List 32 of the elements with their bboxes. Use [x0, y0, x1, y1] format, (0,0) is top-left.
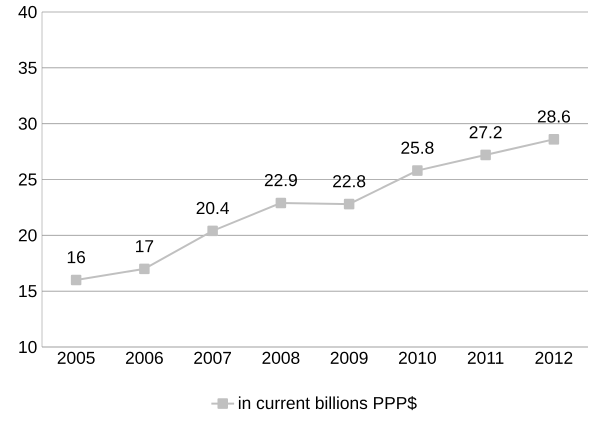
y-tick-label: 30 — [18, 118, 37, 130]
point — [344, 198, 354, 210]
x-tick-label: 2007 — [194, 352, 232, 364]
data-label: 22.8 — [333, 175, 366, 188]
x-tick-label: 2009 — [330, 352, 368, 364]
x-tick-label: 2012 — [535, 352, 572, 364]
y-tick-label: 35 — [18, 62, 37, 74]
y-tick-label: 25 — [18, 173, 37, 186]
x-tick-label: 2008 — [262, 352, 300, 364]
legend-label: in current billions PPP$ — [238, 396, 417, 410]
y-tick-label: 40 — [18, 6, 37, 18]
point — [139, 264, 150, 274]
y-tick-label: 15 — [19, 285, 37, 298]
x-tick-label: 2011 — [468, 352, 504, 364]
point — [548, 134, 560, 145]
point — [207, 226, 218, 236]
x-tick-label: 2005 — [58, 352, 95, 364]
x-tick-label: 2010 — [398, 352, 436, 364]
data-label: 16 — [68, 251, 86, 264]
x-tick-label: 2006 — [126, 352, 163, 364]
point — [412, 165, 423, 176]
data-label: 20.4 — [196, 202, 229, 214]
data-label: 25.8 — [401, 142, 434, 154]
data-label: 22.9 — [264, 174, 297, 186]
y-tick-label: 20 — [18, 229, 37, 242]
point — [70, 274, 82, 286]
y-tick-label: 10 — [19, 340, 37, 354]
data-label: 17 — [136, 240, 154, 252]
data-label: 27.2 — [470, 126, 502, 138]
point — [480, 150, 491, 160]
point — [276, 198, 286, 208]
data-label: 28.6 — [538, 110, 570, 123]
